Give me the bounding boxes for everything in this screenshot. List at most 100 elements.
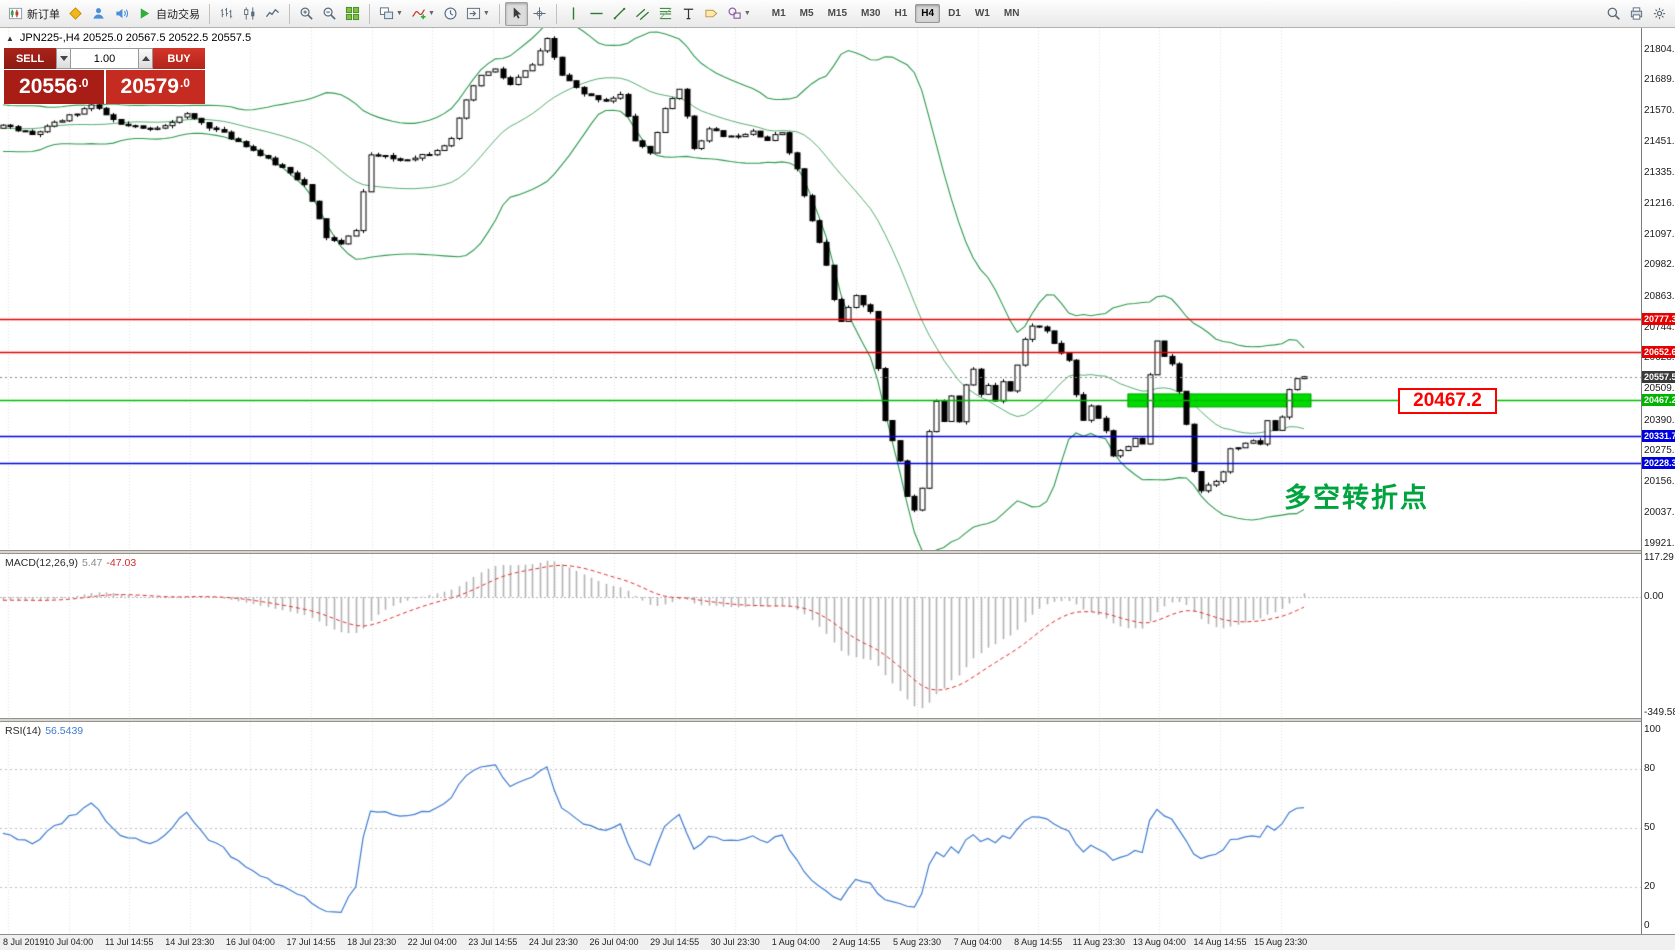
- cascade-windows-button[interactable]: ▼: [375, 2, 407, 26]
- volume-decrement-button[interactable]: [56, 48, 71, 69]
- user-profile-button[interactable]: [87, 2, 110, 26]
- buy-price-display[interactable]: 20579 .0: [105, 70, 205, 104]
- zoom-out-icon: [322, 6, 337, 21]
- chart-shift-button[interactable]: ▼: [462, 2, 494, 26]
- price-level-badge: 20228.3: [1642, 457, 1675, 470]
- mql-community-button[interactable]: [64, 2, 87, 26]
- cursor-icon: [509, 6, 524, 21]
- timeframe-m15-button[interactable]: M15: [827, 8, 848, 19]
- one-click-trading-widget: SELL BUY 20556 .0 20579 .0: [4, 48, 205, 104]
- macd-name: MACD(12,26,9): [5, 557, 78, 569]
- time-axis-label: 18 Jul 23:30: [347, 937, 397, 947]
- time-axis-label: 1 Aug 04:00: [771, 937, 820, 947]
- price-level-badge: 20777.3: [1642, 313, 1675, 326]
- crosshair-button[interactable]: [528, 2, 551, 26]
- trade-controls-row: SELL BUY: [4, 48, 205, 69]
- time-axis-label: 11 Jul 14:55: [105, 937, 154, 947]
- timeframe-m5-button[interactable]: M5: [799, 8, 814, 19]
- rsi-axis-label: 100: [1644, 724, 1661, 735]
- sell-price-display[interactable]: 20556 .0: [4, 70, 104, 104]
- sell-price-dec: .0: [78, 76, 89, 90]
- timeframe-m30-button[interactable]: M30: [861, 8, 881, 19]
- sound-alerts-button[interactable]: [110, 2, 133, 26]
- time-axis-label: 8 Aug 14:55: [1014, 937, 1063, 947]
- price-level-callout[interactable]: 20467.2: [1398, 388, 1497, 414]
- timeframe-mn-button[interactable]: MN: [1003, 8, 1020, 19]
- text-label-button[interactable]: [700, 2, 723, 26]
- time-axis[interactable]: 8 Jul 2019 10 Jul 04:00 11 Jul 14:55 14 Jul…: [0, 934, 1675, 950]
- auto-arrange-button[interactable]: [341, 2, 364, 26]
- trade-prices-row: 20556 .0 20579 .0: [4, 70, 205, 104]
- price-axis-label: 21335.5: [1644, 166, 1675, 178]
- symbol-ohlc-text: JPN225-,H4 20525.0 20567.5 20522.5 20557…: [19, 32, 252, 44]
- rsi-axis-label: 0: [1644, 920, 1650, 931]
- indicators-icon: [411, 6, 426, 21]
- timeframe-h4-button[interactable]: H4: [915, 4, 941, 23]
- pane-separator-macd[interactable]: [0, 550, 1675, 554]
- time-axis-label: 22 Jul 04:00: [407, 937, 457, 947]
- toolbar-separator: [498, 3, 500, 24]
- macd-indicator-label: MACD(12,26,9) 5.47 -47.03: [5, 557, 136, 569]
- macd-axis-label: 117.29: [1644, 552, 1674, 564]
- rsi-axis-label: 80: [1644, 763, 1656, 775]
- cursor-button[interactable]: [504, 1, 528, 26]
- timeframe-w1-button[interactable]: W1: [974, 8, 990, 19]
- chart-line-icon: [265, 6, 280, 21]
- price-axis-label: 21216.5: [1644, 197, 1675, 209]
- chevron-down-icon: ▼: [396, 10, 403, 17]
- volume-increment-button[interactable]: [138, 48, 153, 69]
- time-axis-label: 7 Aug 04:00: [953, 937, 1002, 947]
- new-order-label: 新订单: [27, 8, 60, 21]
- price-chart-canvas[interactable]: [0, 28, 1641, 550]
- toolbar: 新订单 自动交易 ▼ ▼ ▼ ▼ M1 M5 M15 M30 H1 H4 D1 W1 MN: [0, 0, 1675, 28]
- current-price-badge: 20557.5: [1642, 370, 1675, 383]
- chart-shift-icon: [466, 6, 481, 21]
- time-axis-label: 23 Jul 14:55: [468, 937, 518, 947]
- rsi-indicator-canvas[interactable]: [0, 722, 1641, 934]
- pane-separator-rsi[interactable]: [0, 718, 1675, 722]
- equidistant-channel-button[interactable]: [631, 2, 654, 26]
- search-button[interactable]: [1602, 2, 1625, 26]
- time-axis-label: 26 Jul 04:00: [589, 937, 639, 947]
- zoom-in-button[interactable]: [295, 2, 318, 26]
- macd-axis-label: -349.58: [1644, 706, 1675, 718]
- fibonacci-retracement-button[interactable]: [654, 2, 677, 26]
- turning-point-annotation[interactable]: 多空转折点: [1284, 483, 1429, 513]
- horizontal-line-button[interactable]: [585, 2, 608, 26]
- print-button[interactable]: [1625, 2, 1648, 26]
- indicators-button[interactable]: ▼: [407, 2, 439, 26]
- gear-icon: [1652, 6, 1667, 21]
- geometric-shapes-button[interactable]: ▼: [723, 2, 755, 26]
- buy-button[interactable]: BUY: [153, 48, 205, 69]
- price-axis[interactable]: 21804.5 21689.0 21570.0 21451.5 21335.5 21216…: [1641, 28, 1675, 934]
- mql-logo-icon: [68, 6, 83, 21]
- time-axis-label: 2 Aug 14:55: [832, 937, 881, 947]
- price-level-badge: 20331.7: [1642, 429, 1675, 442]
- price-axis-label: 20390.5: [1644, 414, 1675, 426]
- chart-candles-icon: [242, 6, 257, 21]
- settings-button[interactable]: [1648, 2, 1671, 26]
- collapse-panel-icon[interactable]: ▲: [6, 33, 14, 43]
- text-icon: [681, 6, 696, 21]
- timeframe-m1-button[interactable]: M1: [771, 8, 786, 19]
- volume-input[interactable]: [71, 48, 138, 69]
- macd-main-value: 5.47: [81, 557, 103, 569]
- autotrading-button[interactable]: 自动交易: [133, 2, 204, 26]
- chart-candles-button[interactable]: [238, 2, 261, 26]
- chart-line-button[interactable]: [261, 2, 284, 26]
- price-axis-label: 21570.0: [1644, 105, 1675, 117]
- buy-price-int: 20579: [120, 75, 179, 98]
- zoom-out-button[interactable]: [318, 2, 341, 26]
- chart-bars-button[interactable]: [215, 2, 238, 26]
- timeframe-d1-button[interactable]: D1: [948, 8, 961, 19]
- sell-button[interactable]: SELL: [4, 48, 56, 69]
- text-button[interactable]: [677, 2, 700, 26]
- price-axis-label: 20037.0: [1644, 507, 1675, 519]
- timeframe-h1-button[interactable]: H1: [894, 8, 908, 19]
- new-order-button[interactable]: 新订单: [4, 2, 64, 26]
- macd-indicator-canvas[interactable]: [0, 554, 1641, 718]
- period-clock-button[interactable]: [439, 2, 462, 26]
- vertical-line-button[interactable]: [562, 2, 585, 26]
- trendline-button[interactable]: [608, 2, 631, 26]
